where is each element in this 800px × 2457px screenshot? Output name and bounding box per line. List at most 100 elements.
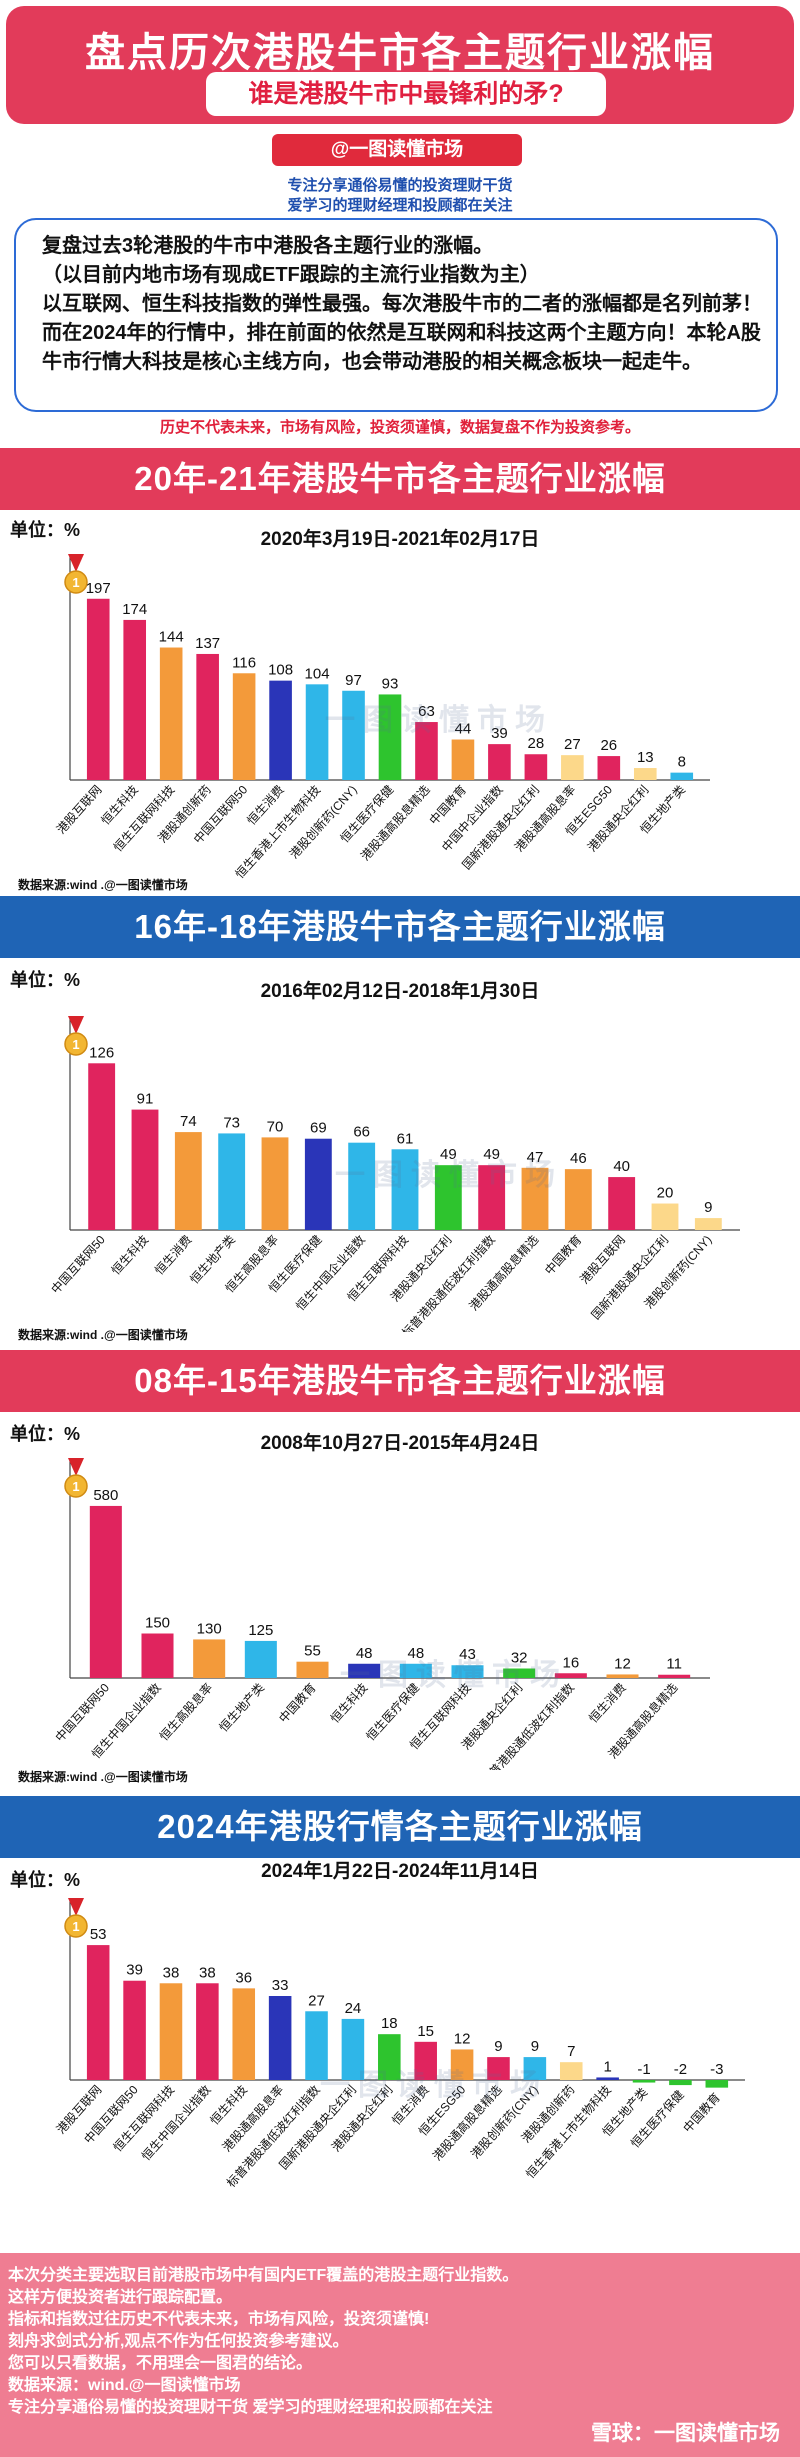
- bar: [341, 2018, 365, 2080]
- section-1-source: 数据来源:wind .@一图读懂市场: [18, 878, 188, 892]
- bar: [232, 673, 256, 780]
- bar: [399, 1663, 432, 1678]
- bar: [232, 1988, 256, 2080]
- bar: [559, 2062, 583, 2080]
- category-label: 恒生科技: [109, 1233, 152, 1278]
- data-label: 9: [704, 1199, 712, 1216]
- intro-line-1: 复盘过去3轮港股的牛市中港股各主题行业的涨幅。: [42, 235, 494, 257]
- note-line-1: 本次分类主要选取目前港股市场中有国内ETF覆盖的港股主题行业指数。: [8, 2267, 519, 2284]
- data-label: 91: [137, 1091, 154, 1108]
- bar: [141, 1633, 174, 1678]
- data-label: 49: [483, 1146, 500, 1163]
- header-banner: 盘点历次港股牛市各主题行业涨幅 谁是港股牛市中最锋利的矛?: [6, 6, 794, 124]
- data-label: 9: [531, 2038, 539, 2055]
- category-label: 国新港股通央企红利: [588, 1232, 671, 1322]
- bar: [478, 1165, 506, 1230]
- data-label: 18: [381, 2015, 398, 2032]
- bar: [414, 2041, 437, 2080]
- bar: [488, 744, 511, 780]
- section-2-unit: 单位：%: [10, 970, 81, 990]
- category-label: 中国教育: [541, 1232, 584, 1278]
- section-1-unit: 单位：%: [10, 520, 81, 540]
- data-label: 16: [562, 1654, 579, 1671]
- data-label: 126: [89, 1044, 114, 1061]
- data-label: 38: [199, 1964, 216, 1981]
- bar: [503, 1668, 536, 1678]
- bar: [564, 1169, 592, 1230]
- bar: [596, 2077, 619, 2080]
- data-label: 48: [407, 1645, 424, 1662]
- category-label: 恒生地产类: [217, 1681, 268, 1735]
- data-label: 40: [613, 1158, 630, 1175]
- bar: [524, 754, 548, 780]
- data-label: 9: [494, 2038, 502, 2055]
- category-label: 恒生消费: [586, 1681, 629, 1726]
- note-line-2: 这样方便投资者进行跟踪配置。: [8, 2289, 233, 2306]
- bar: [694, 1218, 722, 1230]
- bar: [378, 694, 402, 780]
- category-label: 恒生高股息率: [156, 1680, 215, 1744]
- risk-disclaimer: 历史不代表未来，市场有风险，投资须谨慎，数据复盘不作为投资参考。: [159, 419, 640, 436]
- section-2-dates: 2016年02月12日-2018年1月30日: [260, 981, 540, 1002]
- bar: [342, 690, 365, 780]
- watermark-2: 一图读懂市场: [335, 1159, 563, 1192]
- medal-number: 1: [72, 1479, 79, 1494]
- bar: [159, 1983, 183, 2080]
- data-label: 93: [382, 675, 399, 692]
- bar: [415, 722, 438, 780]
- tagline-1: 专注分享通俗易懂的投资理财干货: [287, 177, 513, 194]
- bar: [348, 1663, 381, 1678]
- bar: [131, 1109, 159, 1230]
- intro-box: 复盘过去3轮港股的牛市中港股各主题行业的涨幅。 （以目前内地市场有现成ETF跟踪…: [14, 218, 778, 412]
- data-label: 38: [163, 1964, 180, 1981]
- data-label: 150: [145, 1615, 170, 1632]
- data-label: 1: [603, 2058, 611, 2075]
- data-label: 130: [197, 1620, 222, 1637]
- bar: [86, 1945, 110, 2080]
- data-label: 44: [455, 721, 472, 738]
- watermark-3: 一图读懂市场: [340, 1659, 568, 1692]
- bar: [651, 1203, 679, 1230]
- bar: [705, 2080, 729, 2088]
- bar: [487, 2057, 510, 2080]
- data-label: 12: [614, 1655, 631, 1672]
- tagline-2: 爱学习的理财经理和投顾都在关注: [287, 197, 513, 214]
- bar: [196, 653, 219, 780]
- data-label: 97: [345, 672, 362, 689]
- bar: [296, 1661, 329, 1678]
- data-label: 20: [657, 1185, 674, 1202]
- data-label: 8: [678, 754, 686, 771]
- section-4-unit: 单位：%: [10, 1870, 81, 1890]
- bar: [523, 2057, 547, 2080]
- bar: [348, 1142, 376, 1230]
- data-label: 174: [122, 601, 147, 618]
- bar: [123, 1980, 146, 2080]
- chart-3: 1580中国互联网50150恒生中国企业指数130恒生高股息率125恒生地产类5…: [52, 1458, 710, 1770]
- data-label: 49: [440, 1146, 457, 1163]
- bar: [450, 2049, 474, 2080]
- data-label: 12: [454, 2030, 471, 2047]
- data-label: 108: [268, 662, 293, 679]
- author-handle: @一图读懂市场: [272, 134, 522, 166]
- section-3-dates: 2008年10月27日-2015年4月24日: [260, 1433, 540, 1454]
- page-title: 盘点历次港股牛市各主题行业涨幅: [85, 31, 715, 75]
- bar: [268, 1996, 292, 2080]
- bar: [554, 1673, 587, 1678]
- data-label: 61: [397, 1130, 414, 1147]
- data-label: 104: [305, 665, 330, 682]
- section-2-source: 数据来源:wind .@一图读懂市场: [18, 1328, 188, 1342]
- data-label: 24: [345, 2000, 362, 2017]
- gold-medal-icon: [64, 570, 88, 594]
- bar: [451, 1665, 484, 1678]
- section-4-dates: 2024年1月22日-2024年11月14日: [261, 1861, 539, 1882]
- intro-line-3: 以互联网、恒生科技指数的弹性最强。每次港股牛市的二者的涨幅都是名列前茅！ 而在2…: [42, 293, 762, 373]
- data-label: 26: [600, 737, 617, 754]
- data-label: 28: [528, 735, 545, 752]
- bar: [123, 619, 147, 780]
- medal-ribbon-icon: [68, 1016, 84, 1034]
- data-label: 43: [459, 1646, 476, 1663]
- corner-watermark: 雪球：一图读懂市场: [591, 2422, 780, 2445]
- data-label: 48: [356, 1645, 373, 1662]
- data-label: 73: [223, 1114, 240, 1131]
- data-label: 144: [159, 629, 184, 646]
